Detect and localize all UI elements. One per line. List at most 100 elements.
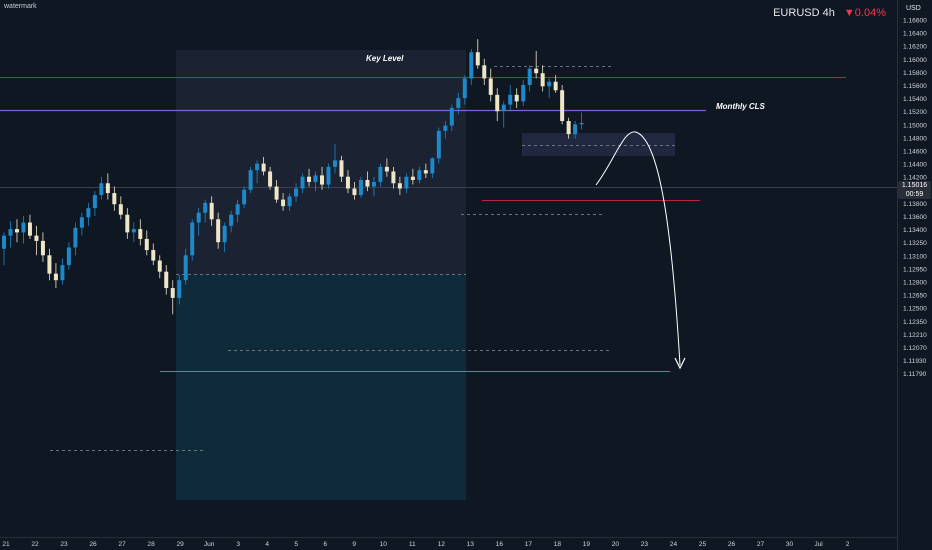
currency-label: USD <box>906 5 921 12</box>
candle-body <box>482 65 487 79</box>
countdown-value: 00:59 <box>905 191 924 198</box>
candle-body <box>449 107 454 126</box>
candle-body <box>235 204 240 215</box>
candle <box>138 219 143 246</box>
projection-arrow <box>595 131 681 366</box>
candle-body <box>540 73 545 87</box>
candle-body <box>131 229 136 233</box>
x-tick-label: 13 <box>467 541 475 548</box>
candle-body <box>242 189 247 205</box>
candle <box>579 112 584 130</box>
candle <box>2 232 6 266</box>
x-tick-label: 26 <box>89 541 97 548</box>
candle <box>495 88 500 122</box>
candle-body <box>436 130 441 159</box>
y-tick-label: 1.14400 <box>903 162 927 169</box>
y-tick-label: 1.12500 <box>903 306 927 313</box>
y-tick-label: 1.14800 <box>903 135 927 142</box>
x-tick-label: 26 <box>728 541 736 548</box>
candle-body <box>170 288 175 298</box>
y-tick-label: 1.13600 <box>903 214 927 221</box>
x-tick-label: 6 <box>323 541 327 548</box>
candle-body <box>281 199 286 207</box>
candle-body <box>443 125 448 131</box>
candle <box>294 183 299 202</box>
candle-body <box>2 235 6 249</box>
candle-body <box>40 240 45 256</box>
candle-body <box>404 176 409 189</box>
y-tick-label: 1.13400 <box>903 227 927 234</box>
x-tick-label: 20 <box>612 541 620 548</box>
x-tick-label: 2 <box>846 541 850 548</box>
candle-body <box>352 188 357 196</box>
candle-body <box>112 193 117 205</box>
candle <box>307 168 312 187</box>
last-price-tag: 1.15016 00:59 <box>898 181 931 199</box>
candle-body <box>164 271 169 289</box>
candle <box>300 173 305 194</box>
candle <box>488 68 493 102</box>
candle <box>229 210 234 233</box>
candle <box>560 85 565 125</box>
x-tick-label: 23 <box>641 541 649 548</box>
candle <box>281 193 286 211</box>
y-tick-label: 1.14600 <box>903 149 927 156</box>
candle <box>397 176 402 196</box>
candle-body <box>508 94 513 105</box>
candle-body <box>261 163 266 172</box>
candle <box>371 176 376 197</box>
key-level-label: Key Level <box>366 54 404 63</box>
candle-body <box>475 52 480 66</box>
candle-body <box>560 90 565 122</box>
candle-body <box>410 176 415 180</box>
candle-body <box>216 219 221 243</box>
candle-body <box>196 212 201 223</box>
candle-body <box>125 214 130 233</box>
candle-body <box>86 208 91 218</box>
candle-body <box>527 68 532 85</box>
candle <box>196 208 201 236</box>
candle-body <box>47 255 52 274</box>
candle-body <box>157 260 162 272</box>
symbol-header[interactable]: EURUSD 4h ▼0.04% <box>773 7 886 19</box>
candle-body <box>384 166 389 172</box>
candle <box>112 186 117 211</box>
x-tick-label: 27 <box>118 541 126 548</box>
candle-body <box>332 160 337 167</box>
candle <box>475 39 480 69</box>
x-tick-label: 22 <box>31 541 39 548</box>
candle <box>144 230 149 256</box>
x-tick-label: 3 <box>236 541 240 548</box>
candle-body <box>144 238 149 251</box>
candle <box>320 166 325 190</box>
y-tick-label: 1.12070 <box>903 345 927 352</box>
candle-body <box>209 202 214 220</box>
candle <box>216 212 221 249</box>
candle-body <box>339 160 344 177</box>
candle <box>222 222 227 253</box>
candle-body <box>495 94 500 112</box>
y-tick-label: 1.12800 <box>903 280 927 287</box>
candle-body <box>391 171 396 184</box>
candle <box>313 171 318 192</box>
y-tick-label: 1.14200 <box>903 175 927 182</box>
candle-body <box>8 229 13 236</box>
candle <box>482 58 487 85</box>
candle <box>21 216 26 244</box>
x-tick-label: 28 <box>147 541 155 548</box>
x-tick-label: 18 <box>554 541 562 548</box>
candle <box>92 191 97 216</box>
candle-body <box>14 229 19 233</box>
candle <box>86 202 91 226</box>
candle <box>501 101 506 128</box>
candle-body <box>378 166 383 182</box>
candle <box>417 166 422 184</box>
symbol-label: EURUSD 4h <box>773 7 835 19</box>
candle-body <box>151 250 156 261</box>
candle-body <box>371 181 376 187</box>
x-tick-label: 25 <box>699 541 707 548</box>
x-tick-label: 9 <box>352 541 356 548</box>
candle-body <box>456 98 461 108</box>
